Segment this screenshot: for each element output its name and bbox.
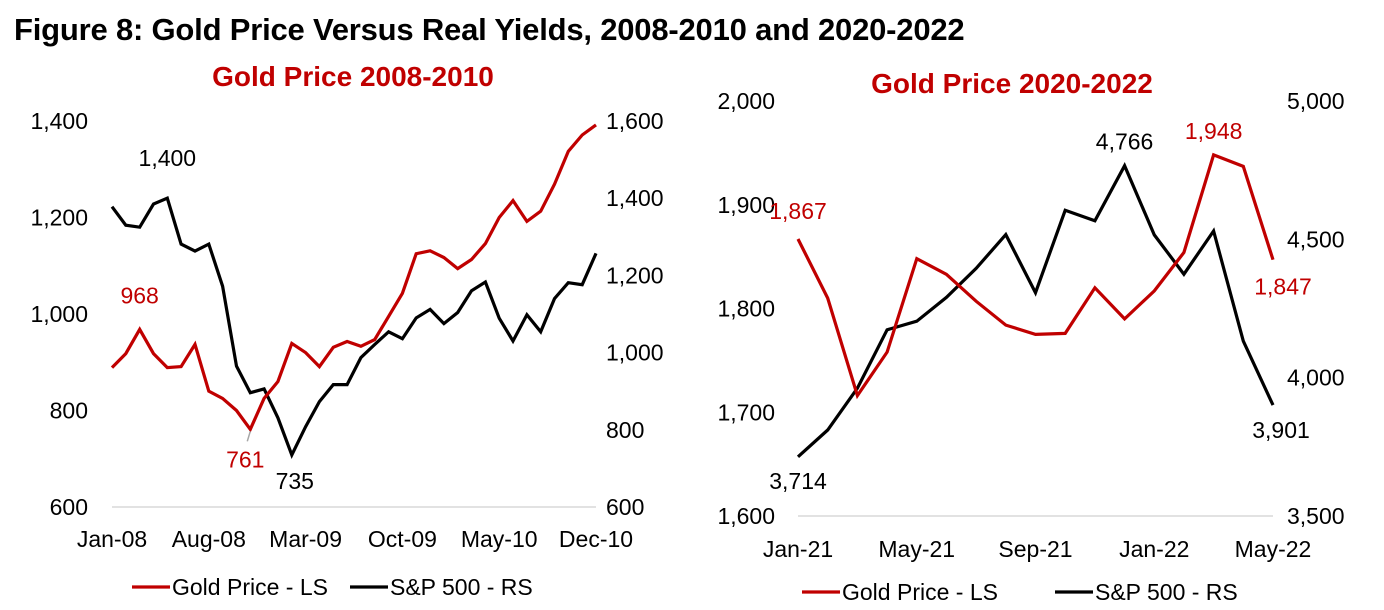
legend-label: S&P 500 - RS bbox=[1095, 579, 1238, 605]
data-label: 761 bbox=[226, 446, 264, 472]
y-right-tick-label: 1,400 bbox=[606, 185, 664, 211]
data-label: 1,948 bbox=[1185, 118, 1243, 144]
y-left-tick-label: 1,200 bbox=[30, 205, 88, 231]
y-right-tick-label: 600 bbox=[606, 494, 644, 520]
x-tick-label: Jan-21 bbox=[763, 536, 833, 562]
y-right-tick-label: 1,000 bbox=[606, 340, 664, 366]
chart-gold-2020-2022: Gold Price 2020-2022 1,600 1,700 1,800 1,900… bbox=[717, 68, 1344, 605]
y-left-tick-label: 2,000 bbox=[717, 88, 775, 114]
x-tick-label: May-22 bbox=[1235, 536, 1312, 562]
x-tick-label: May-10 bbox=[461, 526, 538, 552]
x-tick-label: Sep-21 bbox=[998, 536, 1072, 562]
gold-price-line bbox=[110, 123, 597, 433]
y-right-tick-label: 800 bbox=[606, 417, 644, 443]
y-left-tick-label: 1,900 bbox=[717, 192, 775, 218]
y-right-tick-label: 1,200 bbox=[606, 262, 664, 288]
data-label: 3,901 bbox=[1252, 417, 1310, 443]
annotation-leader-line bbox=[246, 431, 252, 442]
gold-price-line bbox=[796, 152, 1275, 400]
data-label: 968 bbox=[120, 282, 158, 308]
legend-item-gold: Gold Price - LS bbox=[802, 579, 998, 605]
y-left-tick-label: 1,800 bbox=[717, 296, 775, 322]
y-left-tick-label: 1,700 bbox=[717, 399, 775, 425]
x-tick-label: May-21 bbox=[878, 536, 955, 562]
y-left-tick-label: 1,000 bbox=[30, 301, 88, 327]
y-left-tick-label: 800 bbox=[50, 398, 88, 424]
sp500-line bbox=[796, 162, 1275, 458]
sp500-line bbox=[110, 196, 598, 459]
legend-label: Gold Price - LS bbox=[842, 579, 998, 605]
chart-gold-2008-2010: Gold Price 2008-2010 600 800 1,000 1,200 1,40… bbox=[30, 61, 663, 600]
data-label: 1,400 bbox=[139, 145, 197, 171]
y-right-tick-label: 4,500 bbox=[1287, 226, 1345, 252]
figure-title: Figure 8: Gold Price Versus Real Yields,… bbox=[14, 12, 965, 47]
data-label: 3,714 bbox=[769, 468, 827, 494]
x-tick-label: Oct-09 bbox=[368, 526, 437, 552]
x-tick-label: Jan-22 bbox=[1119, 536, 1189, 562]
y-right-tick-label: 3,500 bbox=[1287, 503, 1345, 529]
y-right-tick-label: 5,000 bbox=[1287, 88, 1345, 114]
x-tick-label: Mar-09 bbox=[269, 526, 342, 552]
data-label: 4,766 bbox=[1096, 129, 1154, 155]
chart-title: Gold Price 2008-2010 bbox=[212, 61, 494, 92]
y-right-tick-label: 1,600 bbox=[606, 108, 664, 134]
data-label: 735 bbox=[276, 468, 314, 494]
x-tick-label: Jan-08 bbox=[77, 526, 147, 552]
data-label: 1,867 bbox=[769, 198, 827, 224]
data-label: 1,847 bbox=[1254, 274, 1312, 300]
legend-item-sp500: S&P 500 - RS bbox=[350, 574, 533, 600]
legend-label: S&P 500 - RS bbox=[390, 574, 533, 600]
x-tick-label: Aug-08 bbox=[172, 526, 246, 552]
y-right-tick-label: 4,000 bbox=[1287, 365, 1345, 391]
legend-item-gold: Gold Price - LS bbox=[132, 574, 328, 600]
y-left-tick-label: 1,600 bbox=[717, 503, 775, 529]
sp500-series bbox=[796, 162, 1275, 458]
sp500-series bbox=[110, 196, 598, 459]
x-tick-label: Dec-10 bbox=[559, 526, 633, 552]
gold-price-series bbox=[796, 152, 1275, 400]
y-left-tick-label: 600 bbox=[50, 494, 88, 520]
chart-title: Gold Price 2020-2022 bbox=[871, 68, 1153, 99]
y-left-tick-label: 1,400 bbox=[30, 108, 88, 134]
legend-item-sp500: S&P 500 - RS bbox=[1055, 579, 1238, 605]
gold-price-series bbox=[110, 123, 597, 433]
legend-label: Gold Price - LS bbox=[172, 574, 328, 600]
